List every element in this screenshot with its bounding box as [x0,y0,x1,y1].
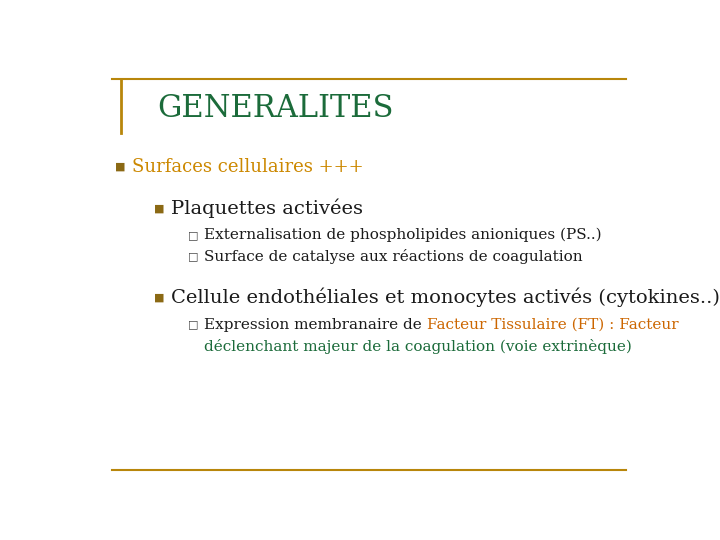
Text: ■: ■ [154,293,165,302]
Text: □: □ [188,320,198,330]
Text: Surfaces cellulaires +++: Surfaces cellulaires +++ [132,158,364,176]
Text: Plaquettes activées: Plaquettes activées [171,199,363,218]
Text: GENERALITES: GENERALITES [157,93,393,124]
Text: Facteur Tissulaire (FT) : Facteur: Facteur Tissulaire (FT) : Facteur [427,318,679,332]
Text: Surface de catalyse aux réactions de coagulation: Surface de catalyse aux réactions de coa… [204,248,583,264]
Text: ■: ■ [154,203,165,213]
Text: □: □ [188,230,198,240]
Text: Cellule endothéliales et monocytes activés (cytokines..): Cellule endothéliales et monocytes activ… [171,288,720,307]
Text: □: □ [188,251,198,261]
Text: déclenchant majeur de la coagulation (voie extrinèque): déclenchant majeur de la coagulation (vo… [204,339,632,354]
Text: Externalisation de phospholipides anioniques (PS..): Externalisation de phospholipides anioni… [204,228,602,242]
Text: Expression membranaire de: Expression membranaire de [204,318,427,332]
Text: ■: ■ [115,161,125,172]
